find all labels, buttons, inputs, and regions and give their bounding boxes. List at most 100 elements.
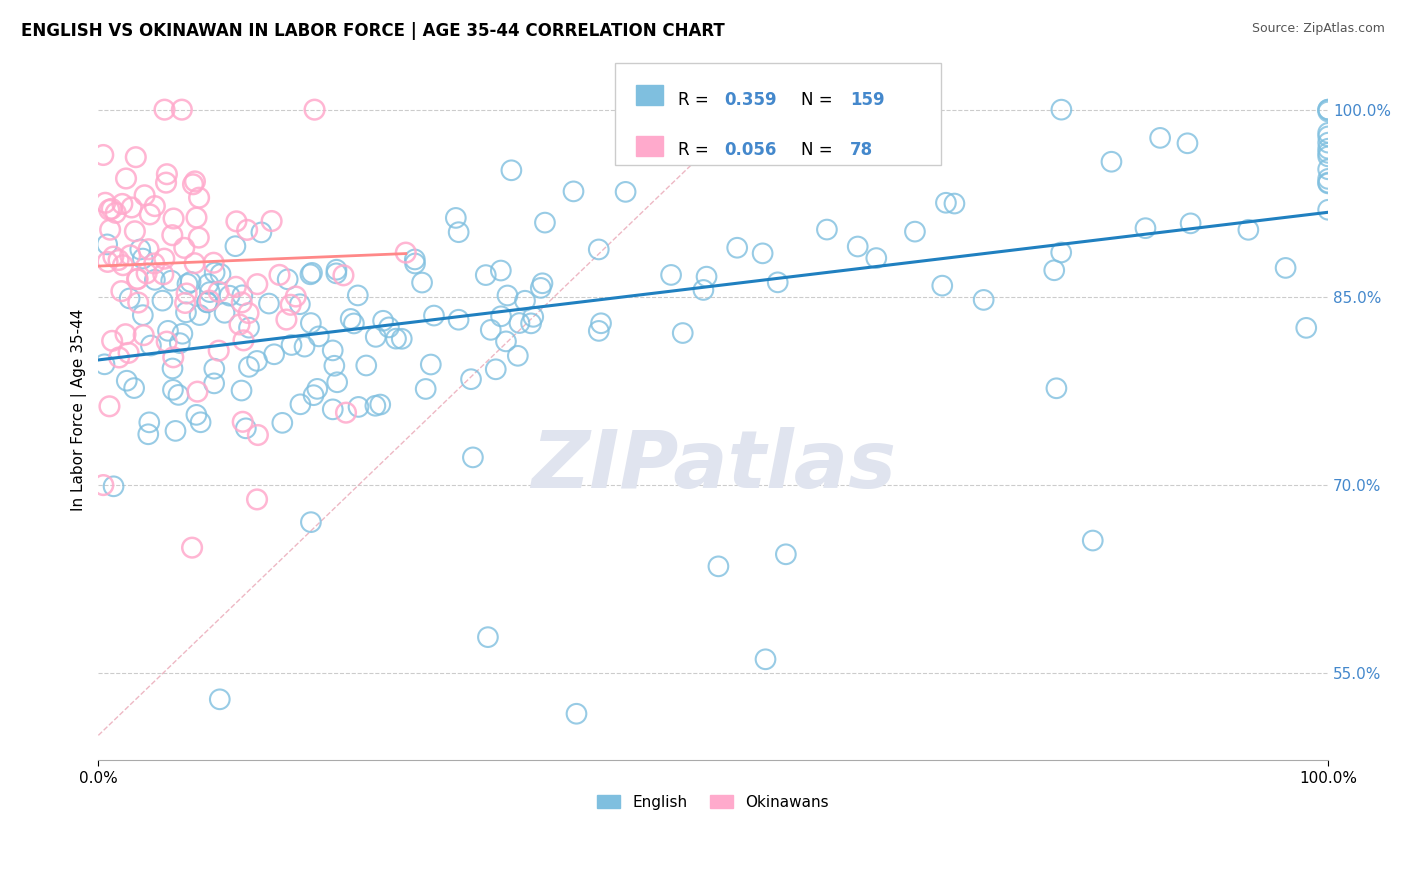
Point xyxy=(218,288,240,302)
Text: Source: ZipAtlas.com: Source: ZipAtlas.com xyxy=(1251,22,1385,36)
Point xyxy=(1317,176,1340,190)
Point xyxy=(132,308,155,322)
Point xyxy=(236,223,259,237)
Point xyxy=(404,256,426,270)
Point xyxy=(269,268,291,282)
Point xyxy=(299,515,322,529)
Point xyxy=(1274,260,1296,275)
Point xyxy=(395,245,418,260)
Point xyxy=(339,312,361,326)
Point xyxy=(231,295,253,310)
Point xyxy=(766,276,789,290)
Point xyxy=(91,148,114,162)
Point xyxy=(391,332,413,346)
Point xyxy=(143,256,166,270)
Point xyxy=(477,630,499,644)
Point xyxy=(1177,136,1199,151)
Point xyxy=(288,297,311,311)
Point xyxy=(139,338,162,352)
Point xyxy=(385,332,408,346)
Point xyxy=(238,320,260,334)
Point xyxy=(444,211,467,225)
Point xyxy=(125,150,148,164)
Point xyxy=(207,285,229,299)
FancyBboxPatch shape xyxy=(614,63,941,165)
Point xyxy=(343,317,366,331)
Text: ENGLISH VS OKINAWAN IN LABOR FORCE | AGE 35-44 CORRELATION CHART: ENGLISH VS OKINAWAN IN LABOR FORCE | AGE… xyxy=(21,22,725,40)
Point xyxy=(496,288,519,302)
Point xyxy=(447,225,470,239)
Point xyxy=(174,296,197,310)
Point xyxy=(96,237,118,252)
Point xyxy=(1317,162,1340,177)
Text: 0.359: 0.359 xyxy=(724,91,778,109)
Point xyxy=(107,252,129,267)
Point xyxy=(419,358,441,372)
Point xyxy=(181,541,204,555)
Point xyxy=(325,266,347,280)
Point xyxy=(846,239,869,253)
Point xyxy=(98,202,121,217)
Point xyxy=(501,163,523,178)
Point xyxy=(160,274,183,288)
Point xyxy=(973,293,995,307)
Point xyxy=(1180,216,1202,230)
Point xyxy=(531,277,554,291)
Point xyxy=(1237,223,1260,237)
Point xyxy=(423,309,446,323)
Point xyxy=(1317,142,1340,156)
Point xyxy=(129,243,152,257)
Point xyxy=(115,171,138,186)
Point xyxy=(506,349,529,363)
Point xyxy=(162,361,184,376)
Point xyxy=(530,281,553,295)
Point xyxy=(208,692,231,706)
Point xyxy=(520,317,543,331)
Point xyxy=(299,268,322,282)
Point xyxy=(614,185,637,199)
Point xyxy=(195,295,218,310)
Point xyxy=(246,277,269,292)
Point xyxy=(1317,104,1340,119)
Point xyxy=(299,316,322,330)
Point xyxy=(326,376,349,390)
Point xyxy=(104,206,127,220)
Point xyxy=(143,273,166,287)
Point xyxy=(1317,126,1340,140)
Point xyxy=(302,388,325,402)
Point xyxy=(202,376,225,391)
Point xyxy=(534,216,557,230)
Point xyxy=(489,310,512,324)
Point xyxy=(208,343,231,358)
Point xyxy=(260,214,283,228)
Point xyxy=(263,347,285,361)
Point xyxy=(475,268,498,282)
Point xyxy=(479,323,502,337)
Point xyxy=(156,167,179,181)
Point xyxy=(225,214,247,228)
Point xyxy=(1050,103,1073,117)
Point xyxy=(173,241,195,255)
Point xyxy=(127,272,149,286)
Point xyxy=(1295,321,1317,335)
Point xyxy=(238,359,260,374)
Point xyxy=(165,424,187,438)
Legend: English, Okinawans: English, Okinawans xyxy=(591,789,835,816)
Point xyxy=(110,284,132,298)
Point xyxy=(97,255,120,269)
Point xyxy=(172,326,194,341)
Point xyxy=(489,263,512,277)
Point xyxy=(1050,245,1073,260)
Point xyxy=(725,241,748,255)
Point xyxy=(232,415,254,429)
Point xyxy=(124,224,146,238)
Point xyxy=(565,706,588,721)
Point xyxy=(931,278,953,293)
Point xyxy=(257,296,280,310)
Point xyxy=(155,176,177,190)
Point xyxy=(183,256,205,270)
Text: 78: 78 xyxy=(849,141,873,159)
Point xyxy=(153,103,176,117)
Point xyxy=(136,427,159,442)
Point xyxy=(246,492,269,507)
